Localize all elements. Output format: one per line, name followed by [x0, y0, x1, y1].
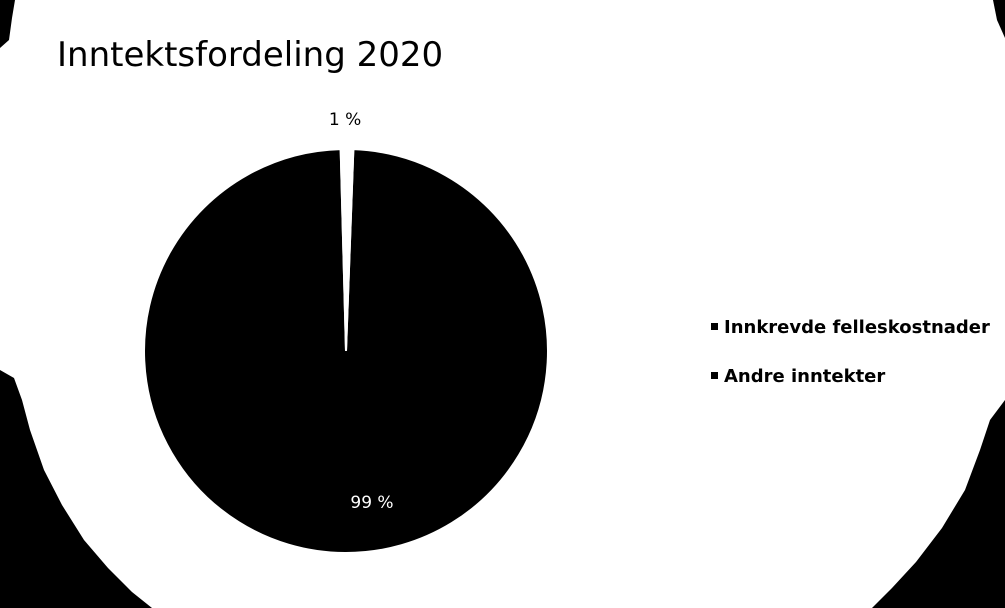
legend-item-innkrevde-felleskostnader: Innkrevde felleskostnader [711, 317, 990, 338]
chart-title: Inntektsfordeling 2020 [57, 35, 443, 75]
slice-andre-inntekter [339, 148, 355, 352]
pie-slices [143, 148, 549, 554]
scan-edge-top-right [993, 0, 1005, 38]
scan-edge-bottom-left [0, 370, 152, 608]
data-label-andre-inntekter: 1 % [329, 110, 361, 130]
legend-label: Andre inntekter [724, 366, 885, 387]
scan-edge-bottom-right [872, 400, 1005, 608]
data-label-innkrevde-felleskostnader: 99 % [350, 493, 393, 513]
legend-label: Innkrevde felleskostnader [724, 317, 990, 338]
scan-edge-top-left [0, 0, 15, 48]
pie-data-labels: 99 % 1 % [329, 110, 394, 513]
chart-legend: Innkrevde felleskostnader Andre inntekter [711, 317, 990, 387]
legend-item-andre-inntekter: Andre inntekter [711, 366, 885, 387]
legend-marker-square-icon [711, 323, 718, 330]
legend-marker-square-icon [711, 372, 718, 379]
